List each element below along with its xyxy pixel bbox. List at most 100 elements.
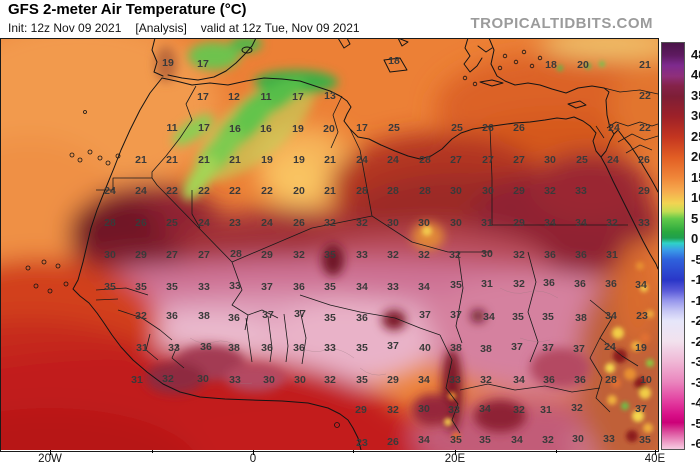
temp-labels-layer: 19 17 18 18 20 21 17 12 11 17 13 22 11 17 16 16 19 20 17 25… bbox=[0, 38, 658, 450]
lon-minor-tick bbox=[556, 450, 557, 453]
site-watermark: TROPICALTIDBITS.COM bbox=[470, 15, 653, 32]
coast-atlantic-africa bbox=[72, 77, 362, 450]
colorbar-tick-label: -30 bbox=[691, 354, 700, 370]
temp-label: 34 bbox=[418, 433, 430, 446]
temp-label: 35 bbox=[356, 373, 368, 386]
coast-mediterranean-africa bbox=[161, 77, 619, 160]
temp-label: 21 bbox=[229, 153, 241, 166]
temp-label: 36 bbox=[543, 276, 555, 289]
coast-red-sea-arabia bbox=[617, 129, 658, 193]
temp-label: 23 bbox=[636, 309, 648, 322]
temp-label: 37 bbox=[450, 308, 462, 321]
temp-label: 29 bbox=[387, 373, 399, 386]
temp-label: 26 bbox=[513, 121, 525, 134]
temp-label: 33 bbox=[168, 341, 180, 354]
temp-label: 11 bbox=[260, 90, 272, 103]
temp-label: 35 bbox=[324, 280, 336, 293]
temp-label: 17 bbox=[197, 57, 209, 70]
temp-label: 31 bbox=[131, 373, 143, 386]
temp-label: 33 bbox=[229, 279, 241, 292]
header: GFS 2-meter Air Temperature (°C) Init: 1… bbox=[0, 0, 700, 38]
temp-label: 29 bbox=[638, 184, 650, 197]
temp-label: 36 bbox=[544, 248, 556, 261]
colorbar-tick-label: -61 bbox=[691, 436, 700, 451]
temp-label: 17 bbox=[198, 121, 210, 134]
temp-label: 32 bbox=[449, 248, 461, 261]
temp-label: 20 bbox=[323, 122, 335, 135]
temp-label: 27 bbox=[513, 153, 525, 166]
temp-label: 35 bbox=[542, 310, 554, 323]
temp-label: 25 bbox=[451, 121, 463, 134]
temp-label: 21 bbox=[324, 184, 336, 197]
page-title: GFS 2-meter Air Temperature (°C) bbox=[8, 1, 247, 18]
temp-label: 35 bbox=[104, 280, 116, 293]
temp-label: 33 bbox=[229, 373, 241, 386]
colorbar-tick-label: 35 bbox=[691, 87, 700, 103]
temp-label: 34 bbox=[544, 216, 556, 229]
lon-tick-label: 40E bbox=[644, 453, 666, 465]
temp-label: 18 bbox=[388, 54, 400, 67]
temp-label: 37 bbox=[635, 402, 647, 415]
temp-label: 21 bbox=[639, 58, 651, 71]
temp-label: 36 bbox=[200, 340, 212, 353]
temp-label: 24 bbox=[608, 121, 620, 134]
temp-label: 28 bbox=[419, 153, 431, 166]
temp-label: 33 bbox=[575, 184, 587, 197]
colorbar-tick-label: -41 bbox=[691, 395, 700, 411]
temp-label: 30 bbox=[481, 247, 493, 260]
temp-label: 34 bbox=[418, 280, 430, 293]
temp-label: 36 bbox=[261, 341, 273, 354]
island-sardinia bbox=[337, 38, 351, 49]
temp-label: 24 bbox=[387, 153, 399, 166]
run-info: Init: 12z Nov 09 2021 [Analysis] valid at … bbox=[8, 21, 374, 35]
lon-tick bbox=[455, 450, 456, 455]
temp-label: 30 bbox=[294, 373, 306, 386]
temp-label: 32 bbox=[513, 403, 525, 416]
temp-label: 17 bbox=[197, 90, 209, 103]
temp-label: 30 bbox=[450, 216, 462, 229]
coast-greece bbox=[463, 38, 493, 73]
temp-label: 28 bbox=[104, 216, 116, 229]
colorbar-tick-label: 48 bbox=[691, 47, 700, 62]
temp-label: 22 bbox=[198, 184, 210, 197]
temp-label: 32 bbox=[387, 248, 399, 261]
temp-label: 17 bbox=[356, 121, 368, 134]
temp-label: 32 bbox=[606, 216, 618, 229]
temp-label: 32 bbox=[387, 403, 399, 416]
coast-iberia bbox=[151, 38, 257, 81]
lon-tick bbox=[50, 450, 51, 455]
temp-label: 19 bbox=[293, 153, 305, 166]
colorbar-tick-label: 15 bbox=[691, 169, 700, 185]
temp-label: 32 bbox=[324, 216, 336, 229]
temp-label: 24 bbox=[356, 153, 368, 166]
lon-minor-tick bbox=[353, 450, 354, 453]
temp-label: 34 bbox=[356, 280, 368, 293]
temp-label: 29 bbox=[513, 216, 525, 229]
temp-label: 34 bbox=[605, 309, 617, 322]
temp-label: 13 bbox=[324, 89, 336, 102]
lon-tick-label: 20W bbox=[38, 453, 62, 465]
temp-label: 24 bbox=[104, 184, 116, 197]
colorbar-tick-label: -5 bbox=[691, 251, 700, 267]
temp-label: 32 bbox=[513, 248, 525, 261]
lon-tick bbox=[655, 450, 656, 455]
temp-label: 19 bbox=[261, 153, 273, 166]
temp-label: 21 bbox=[198, 153, 210, 166]
temp-label: 28 bbox=[356, 184, 368, 197]
temp-label: 37 bbox=[573, 342, 585, 355]
temp-label: 34 bbox=[418, 373, 430, 386]
coast-levant-turkey bbox=[488, 38, 615, 135]
temp-label: 24 bbox=[607, 153, 619, 166]
temp-label: 35 bbox=[479, 433, 491, 446]
temp-label: 16 bbox=[260, 122, 272, 135]
temp-label: 40 bbox=[419, 341, 431, 354]
temp-label: 36 bbox=[605, 277, 617, 290]
temp-label: 35 bbox=[324, 248, 336, 261]
colorbar-tick-label: 10 bbox=[691, 190, 700, 206]
temp-label: 22 bbox=[261, 184, 273, 197]
temp-label: 36 bbox=[543, 373, 555, 386]
colorbar-tick-label: 30 bbox=[691, 108, 700, 124]
temp-label: 33 bbox=[603, 432, 615, 445]
temp-label: 36 bbox=[574, 277, 586, 290]
temp-label: 38 bbox=[575, 311, 587, 324]
